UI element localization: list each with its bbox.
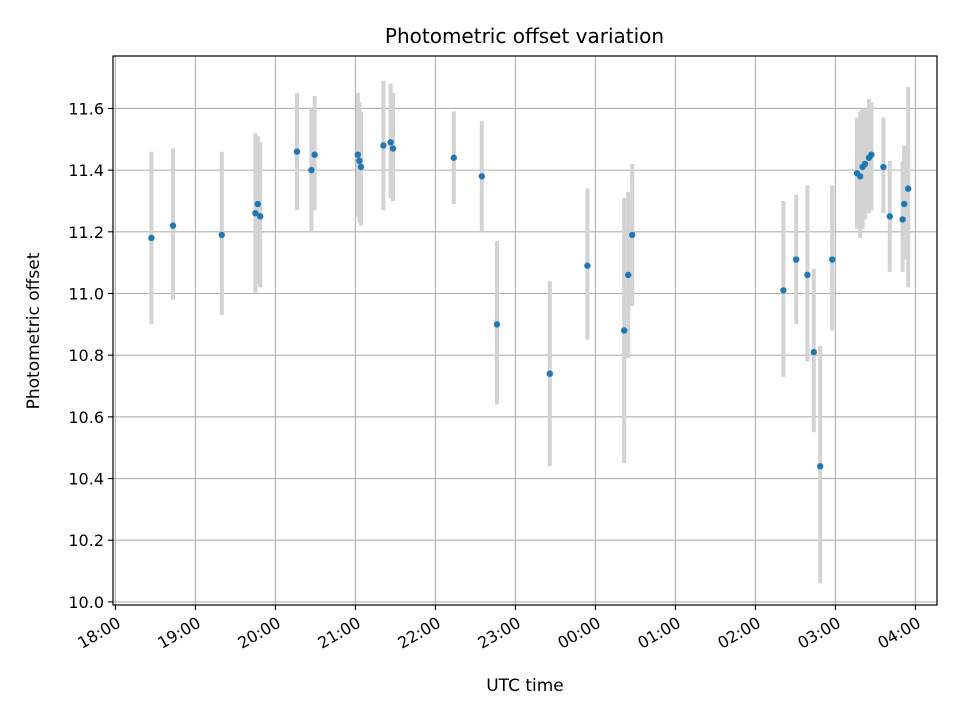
data-point xyxy=(546,370,553,377)
data-point xyxy=(252,210,259,217)
data-point xyxy=(478,173,485,180)
data-point xyxy=(356,157,363,165)
data-point xyxy=(254,200,261,208)
y-tick-label: 10.0 xyxy=(68,593,104,612)
plot-frame xyxy=(112,55,938,606)
y-tick-label: 10.8 xyxy=(68,346,104,365)
data-point xyxy=(861,160,869,168)
data-point xyxy=(293,148,301,155)
data-point xyxy=(868,151,875,158)
data-point xyxy=(886,213,893,220)
data-point xyxy=(793,256,800,263)
data-point xyxy=(308,166,315,174)
data-point xyxy=(380,142,387,149)
data-point xyxy=(829,256,836,263)
x-axis-title: UTC time xyxy=(486,676,564,696)
data-point xyxy=(357,163,365,171)
data-point xyxy=(857,173,864,180)
y-axis-ticks: 10.0 10.2 10.4 10.6 10.8 11.0 11.2 11.4 11.6 xyxy=(68,99,113,612)
chart-title: Photometric offset variation xyxy=(385,24,664,48)
data-point xyxy=(629,231,636,239)
data-point xyxy=(389,145,397,152)
data-point xyxy=(493,321,501,328)
data-point xyxy=(621,327,628,334)
data-point xyxy=(780,287,787,294)
data-point xyxy=(169,222,177,229)
data-point xyxy=(625,271,632,279)
data-point xyxy=(817,463,824,470)
y-tick-label: 11.0 xyxy=(68,284,104,303)
data-point xyxy=(584,262,591,269)
y-tick-label: 10.2 xyxy=(68,531,104,550)
data-point xyxy=(148,234,155,242)
data-point xyxy=(450,154,457,161)
data-point xyxy=(810,348,817,356)
data-point xyxy=(905,185,912,192)
data-point xyxy=(354,151,361,158)
y-axis-title: Photometric offset xyxy=(24,252,44,409)
y-tick-label: 10.4 xyxy=(68,470,104,489)
y-tick-label: 11.4 xyxy=(68,161,104,180)
y-tick-label: 10.6 xyxy=(68,408,104,427)
data-point xyxy=(899,216,906,223)
data-point xyxy=(387,139,394,146)
data-point xyxy=(880,163,887,171)
data-point xyxy=(218,231,225,239)
data-point xyxy=(311,151,318,158)
grid xyxy=(113,56,937,605)
y-tick-label: 11.6 xyxy=(68,99,104,118)
y-tick-label: 11.2 xyxy=(68,223,104,242)
data-point xyxy=(901,200,908,208)
data-point xyxy=(804,271,811,279)
data-point xyxy=(257,213,264,220)
data-points xyxy=(148,139,912,470)
